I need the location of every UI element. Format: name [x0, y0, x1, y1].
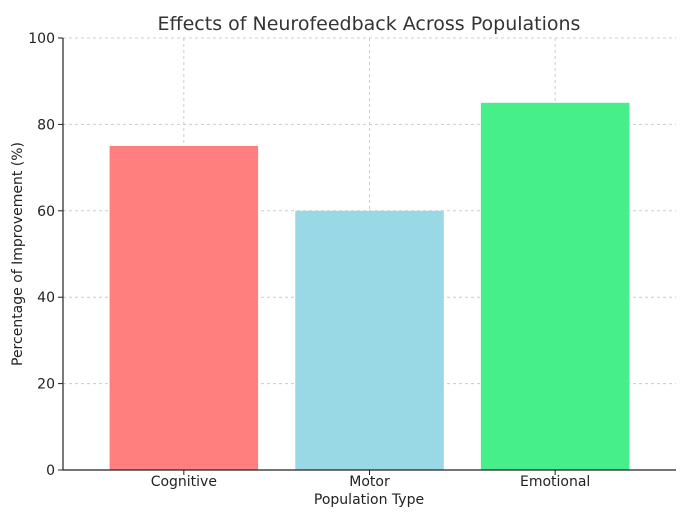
- bar-emotional: [480, 102, 630, 471]
- y-ticks-group: 0 20 40 60 80 100: [28, 31, 63, 479]
- x-tick-label: Cognitive: [151, 474, 217, 490]
- y-tick-label: 40: [37, 290, 55, 306]
- y-tick-label: 60: [37, 204, 55, 220]
- y-tick-label: 80: [37, 117, 55, 133]
- x-tick-label: Emotional: [520, 474, 590, 490]
- x-ticks-group: Cognitive Motor Emotional: [151, 470, 590, 490]
- x-tick-label: Motor: [349, 474, 390, 490]
- x-axis-label: Population Type: [314, 492, 424, 508]
- bar-cognitive: [109, 146, 259, 470]
- chart-title: Effects of Neurofeedback Across Populati…: [158, 13, 581, 35]
- y-axis-label: Percentage of Improvement (%): [10, 142, 26, 366]
- bar-motor: [295, 210, 444, 471]
- y-tick-label: 20: [37, 377, 55, 393]
- y-tick-label: 100: [28, 31, 55, 47]
- y-tick-label: 0: [46, 463, 55, 479]
- bars-group: [109, 102, 630, 471]
